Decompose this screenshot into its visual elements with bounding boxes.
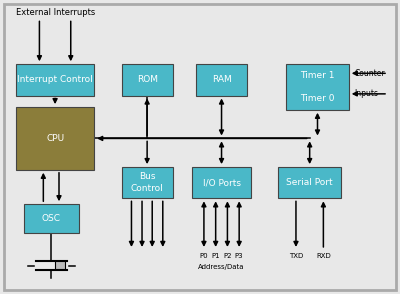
Text: External Interrupts: External Interrupts	[16, 8, 95, 17]
Text: OSC: OSC	[42, 214, 61, 223]
Text: RXD: RXD	[316, 253, 331, 259]
Text: P2: P2	[223, 253, 232, 259]
Text: P0: P0	[200, 253, 208, 259]
FancyBboxPatch shape	[278, 167, 341, 198]
Text: TXD: TXD	[289, 253, 303, 259]
FancyBboxPatch shape	[122, 64, 172, 96]
Text: Serial Port: Serial Port	[286, 178, 333, 187]
Text: I/O Ports: I/O Ports	[202, 178, 240, 187]
Text: Inputs: Inputs	[355, 89, 379, 98]
Text: P1: P1	[211, 253, 220, 259]
Text: Address/Data: Address/Data	[198, 264, 245, 270]
Text: RAM: RAM	[212, 75, 232, 84]
FancyBboxPatch shape	[16, 107, 94, 170]
FancyBboxPatch shape	[286, 64, 349, 110]
FancyBboxPatch shape	[24, 204, 78, 233]
FancyBboxPatch shape	[55, 261, 65, 269]
Text: Counter: Counter	[355, 69, 385, 78]
FancyBboxPatch shape	[196, 64, 247, 96]
FancyBboxPatch shape	[16, 64, 94, 96]
Text: CPU: CPU	[46, 134, 64, 143]
FancyBboxPatch shape	[122, 167, 172, 198]
Text: ROM: ROM	[137, 75, 158, 84]
FancyBboxPatch shape	[192, 167, 251, 198]
Text: P3: P3	[235, 253, 244, 259]
Text: Interrupt Control: Interrupt Control	[17, 75, 93, 84]
Text: Bus
Control: Bus Control	[131, 172, 164, 193]
Text: Timer 1

Timer 0: Timer 1 Timer 0	[300, 71, 335, 103]
